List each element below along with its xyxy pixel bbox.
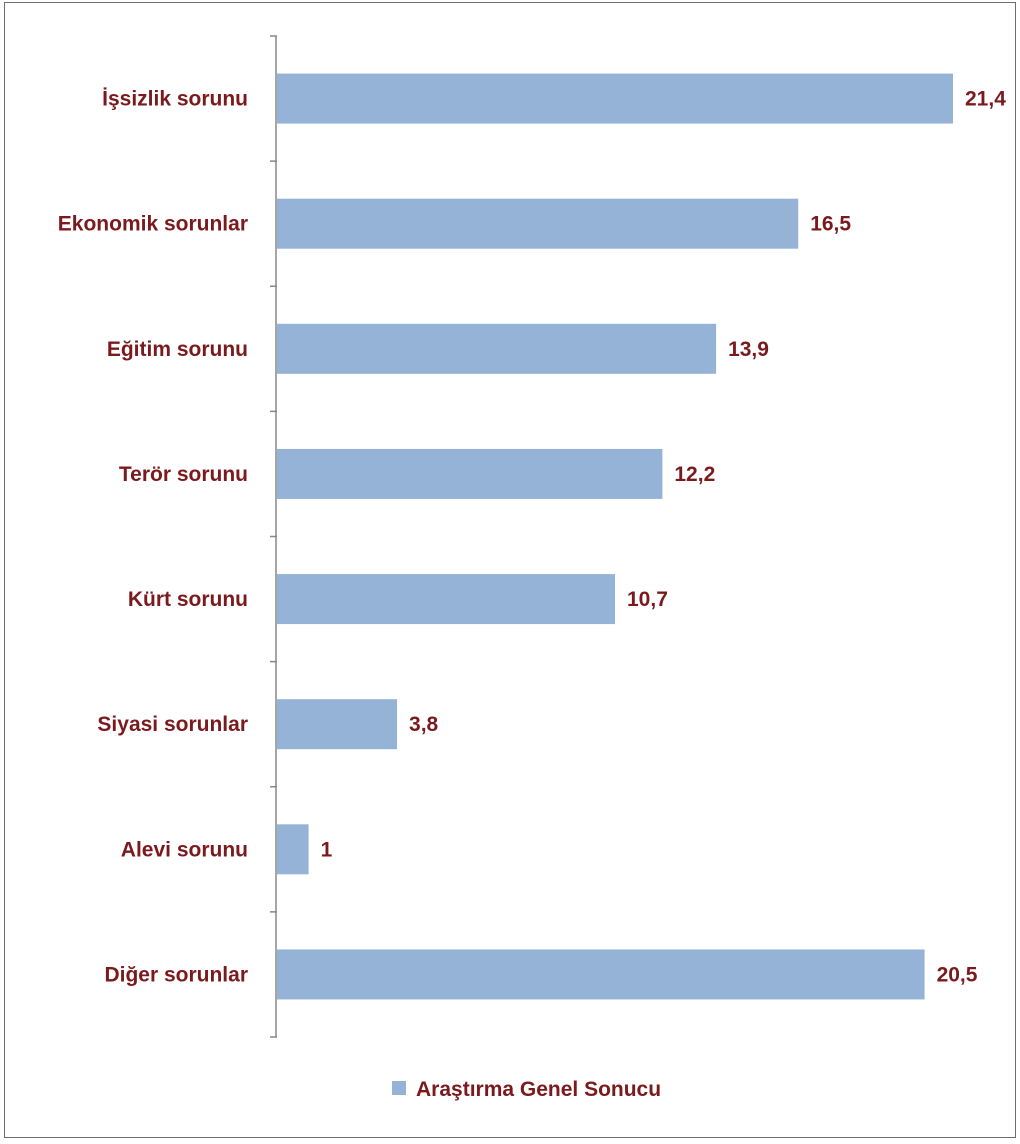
bar <box>277 73 953 124</box>
value-label: 1 <box>321 838 333 861</box>
legend: Araştırma Genel Sonucu <box>392 1078 661 1101</box>
value-label: 10,7 <box>627 588 668 611</box>
category-label: Siyasi sorunlar <box>97 713 248 736</box>
category-label: Diğer sorunlar <box>104 963 248 986</box>
bar <box>277 323 717 374</box>
bar <box>277 198 799 249</box>
category-label: Terör sorunu <box>119 463 248 486</box>
value-label: 20,5 <box>937 963 978 986</box>
axis-ticks <box>270 35 277 1038</box>
value-label: 16,5 <box>810 213 851 236</box>
category-labels: İşsizlik sorunu Ekonomik sorunlar Eğitim s… <box>58 88 248 987</box>
value-label: 21,4 <box>965 88 1006 111</box>
category-label: Eğitim sorunu <box>107 338 248 361</box>
category-label: Kürt sorunu <box>128 588 248 611</box>
category-label: Ekonomik sorunlar <box>58 213 248 236</box>
category-label: İşsizlik sorunu <box>102 88 248 111</box>
value-labels: 21,4 16,5 13,9 12,2 10,7 3,8 1 20,5 <box>321 88 1007 987</box>
legend-swatch <box>392 1081 406 1095</box>
bar <box>277 949 925 1000</box>
bar <box>277 448 663 499</box>
category-label: Alevi sorunu <box>121 838 248 861</box>
value-label: 12,2 <box>674 463 715 486</box>
chart-frame <box>4 2 1016 1138</box>
bar <box>277 699 398 750</box>
value-label: 13,9 <box>728 338 769 361</box>
value-label: 3,8 <box>409 713 439 736</box>
legend-label: Araştırma Genel Sonucu <box>416 1078 661 1101</box>
bar <box>277 824 309 875</box>
bars-group <box>277 73 953 1000</box>
bar <box>277 574 615 625</box>
